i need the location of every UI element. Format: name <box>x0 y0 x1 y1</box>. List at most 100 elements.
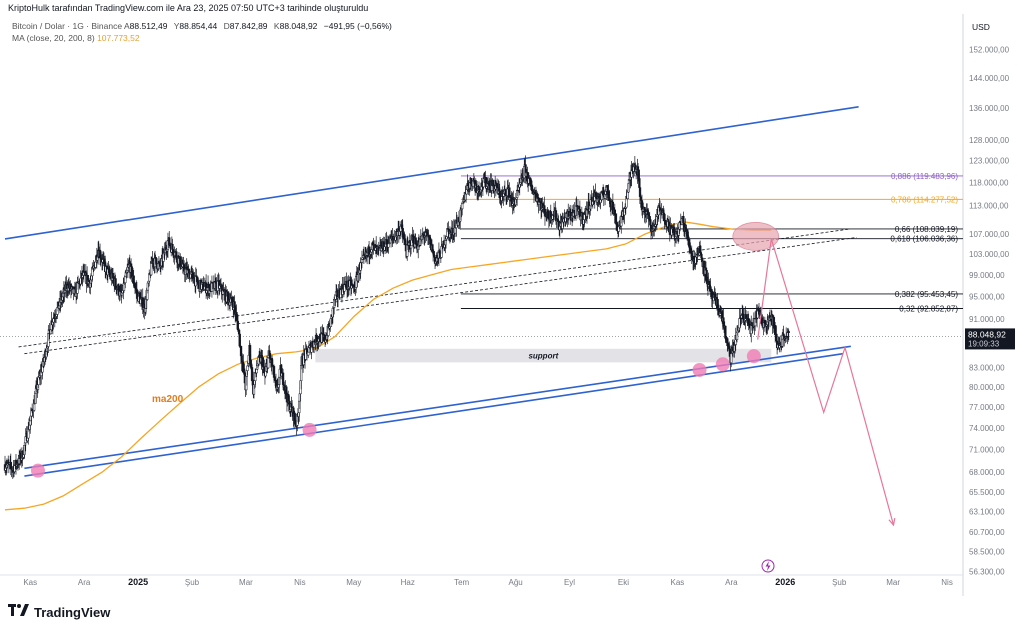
time-axis-label: Haz <box>401 578 415 587</box>
time-axis-label: Nis <box>294 578 306 587</box>
price-tag: 88.048,92 19:09:33 <box>965 328 1015 350</box>
candle-body <box>607 191 610 199</box>
time-axis-label: Kas <box>671 578 685 587</box>
high-value: 88.854,44 <box>179 21 218 31</box>
candle-body <box>728 345 731 350</box>
price-axis-label: 123.000,00 <box>969 157 1010 166</box>
price-axis-label: 95.000,00 <box>969 292 1005 301</box>
candle-body <box>409 245 413 249</box>
touch-marker <box>746 349 761 364</box>
candle-body <box>91 268 94 277</box>
price-axis-label: 80.000,00 <box>969 383 1005 392</box>
price-axis-label: 63.100,00 <box>969 508 1005 517</box>
time-axis-label: May <box>346 578 361 587</box>
time-axis-label: Şub <box>185 578 200 587</box>
symbol-name: Bitcoin / Dolar · 1G · Binance <box>12 21 123 31</box>
candle-body <box>305 348 309 352</box>
candles <box>3 155 790 479</box>
ma200-line <box>4 221 772 511</box>
dashed-trend-line <box>24 237 857 355</box>
chart-caption: KriptoHulk tarafından TradingView.com il… <box>8 3 369 13</box>
projection-layer <box>732 222 896 527</box>
time-axis-label: Ara <box>725 578 738 587</box>
price-axis-label: 77.000,00 <box>969 403 1005 412</box>
brand-footer: TradingView <box>8 602 110 622</box>
time-axis-label: Kas <box>23 578 37 587</box>
brand-name: TradingView <box>34 604 111 620</box>
low-value: 87.842,89 <box>229 21 268 31</box>
candle-body <box>594 192 597 197</box>
touch-marker <box>692 362 707 377</box>
price-tag-value: 88.048,92 <box>968 329 1006 339</box>
price-axis-label: 65.500,00 <box>969 488 1005 497</box>
price-axis-label: 103.000,00 <box>969 250 1010 259</box>
target-ellipse <box>732 222 780 251</box>
candle-body <box>688 239 691 246</box>
chart-legend: Bitcoin / Dolar · 1G · Binance A88.512,4… <box>12 20 392 44</box>
channel-lines <box>4 105 859 477</box>
high-label: Y <box>173 21 180 31</box>
lightning-icon-bolt <box>765 561 771 571</box>
candle-body <box>94 261 97 268</box>
fib-level-label: 0,786 (114.277,52) <box>891 195 958 204</box>
ma-row: MA (close, 20, 200, 8) 107.773,52 <box>12 32 392 44</box>
open-label: A <box>123 21 130 31</box>
lower-channel-line-inner <box>24 352 844 477</box>
candle-body <box>787 331 790 333</box>
projection-arrowhead <box>888 518 896 527</box>
price-axis-label: 74.000,00 <box>969 424 1005 433</box>
support-zone-box <box>315 348 772 363</box>
price-axis-label: 113.000,00 <box>969 201 1009 210</box>
price-axis-label: 56.300,00 <box>969 567 1005 576</box>
close-value: 88.048,92 <box>279 21 318 31</box>
candle-body <box>250 367 254 381</box>
tradingview-logo-icon <box>8 604 30 620</box>
touch-marker <box>302 422 317 437</box>
time-axis-label: Şub <box>832 578 847 587</box>
candle-body <box>267 357 270 369</box>
candle-body <box>168 237 171 246</box>
candle-body <box>246 365 249 371</box>
price-axis-label: 136.000,00 <box>969 104 1010 113</box>
time-axis-label: Ara <box>78 578 91 587</box>
price-axis-label: 107.000,00 <box>969 230 1010 239</box>
fib-level-label: 0,618 (106.036,36) <box>890 235 958 244</box>
open-value: 88.512,49 <box>129 21 168 31</box>
ma200-annotation: ma200 <box>152 394 184 405</box>
time-axis-label: Mar <box>239 578 253 587</box>
candle-body <box>708 280 711 286</box>
time-axis-label: Nis <box>941 578 953 587</box>
price-axis-label: 83.000,00 <box>969 363 1005 372</box>
fib-level-label: 0,382 (95.453,45) <box>895 290 958 299</box>
ohlc-row: Bitcoin / Dolar · 1G · Binance A88.512,4… <box>12 20 392 32</box>
ma200-layer <box>4 221 772 511</box>
price-axis-label: 71.000,00 <box>969 446 1005 455</box>
close-label: K <box>273 21 280 31</box>
fibonacci-levels: 0,886 (119.483,96) 0,786 (114.277,52) 0,66… <box>460 172 963 313</box>
time-axis-label: Ağu <box>508 578 522 587</box>
time-axis-label: Eyl <box>564 578 575 587</box>
candle-body <box>237 329 241 335</box>
lower-channel-line <box>24 345 851 470</box>
support-zone: support <box>315 348 772 363</box>
support-label: support <box>528 352 558 361</box>
touch-marker <box>30 463 45 478</box>
touch-marker <box>715 357 730 372</box>
price-tag-countdown: 19:09:33 <box>968 339 1000 348</box>
lightning-icon[interactable] <box>761 559 775 573</box>
currency-label: USD <box>972 22 990 32</box>
time-axis-labels: Kas Ara 2025 Şub Mar Nis May Haz Tem Ağu Eyl Eki Kas… <box>23 577 953 587</box>
price-axis-label: 99.000,00 <box>969 271 1005 280</box>
candle-body <box>638 178 641 188</box>
candle-body <box>626 191 629 199</box>
low-label: D <box>223 21 230 31</box>
upper-channel-line <box>4 105 859 240</box>
ma-value: 107.773,52 <box>97 33 140 43</box>
ma-label: MA (close, 20, 200, 8) <box>12 33 95 43</box>
time-axis-label: 2026 <box>775 577 795 587</box>
candle-body <box>114 278 117 287</box>
price-axis-label: 91.000,00 <box>969 315 1005 324</box>
candle-body <box>730 353 733 364</box>
price-axis-label: 152.000,00 <box>969 45 1010 54</box>
